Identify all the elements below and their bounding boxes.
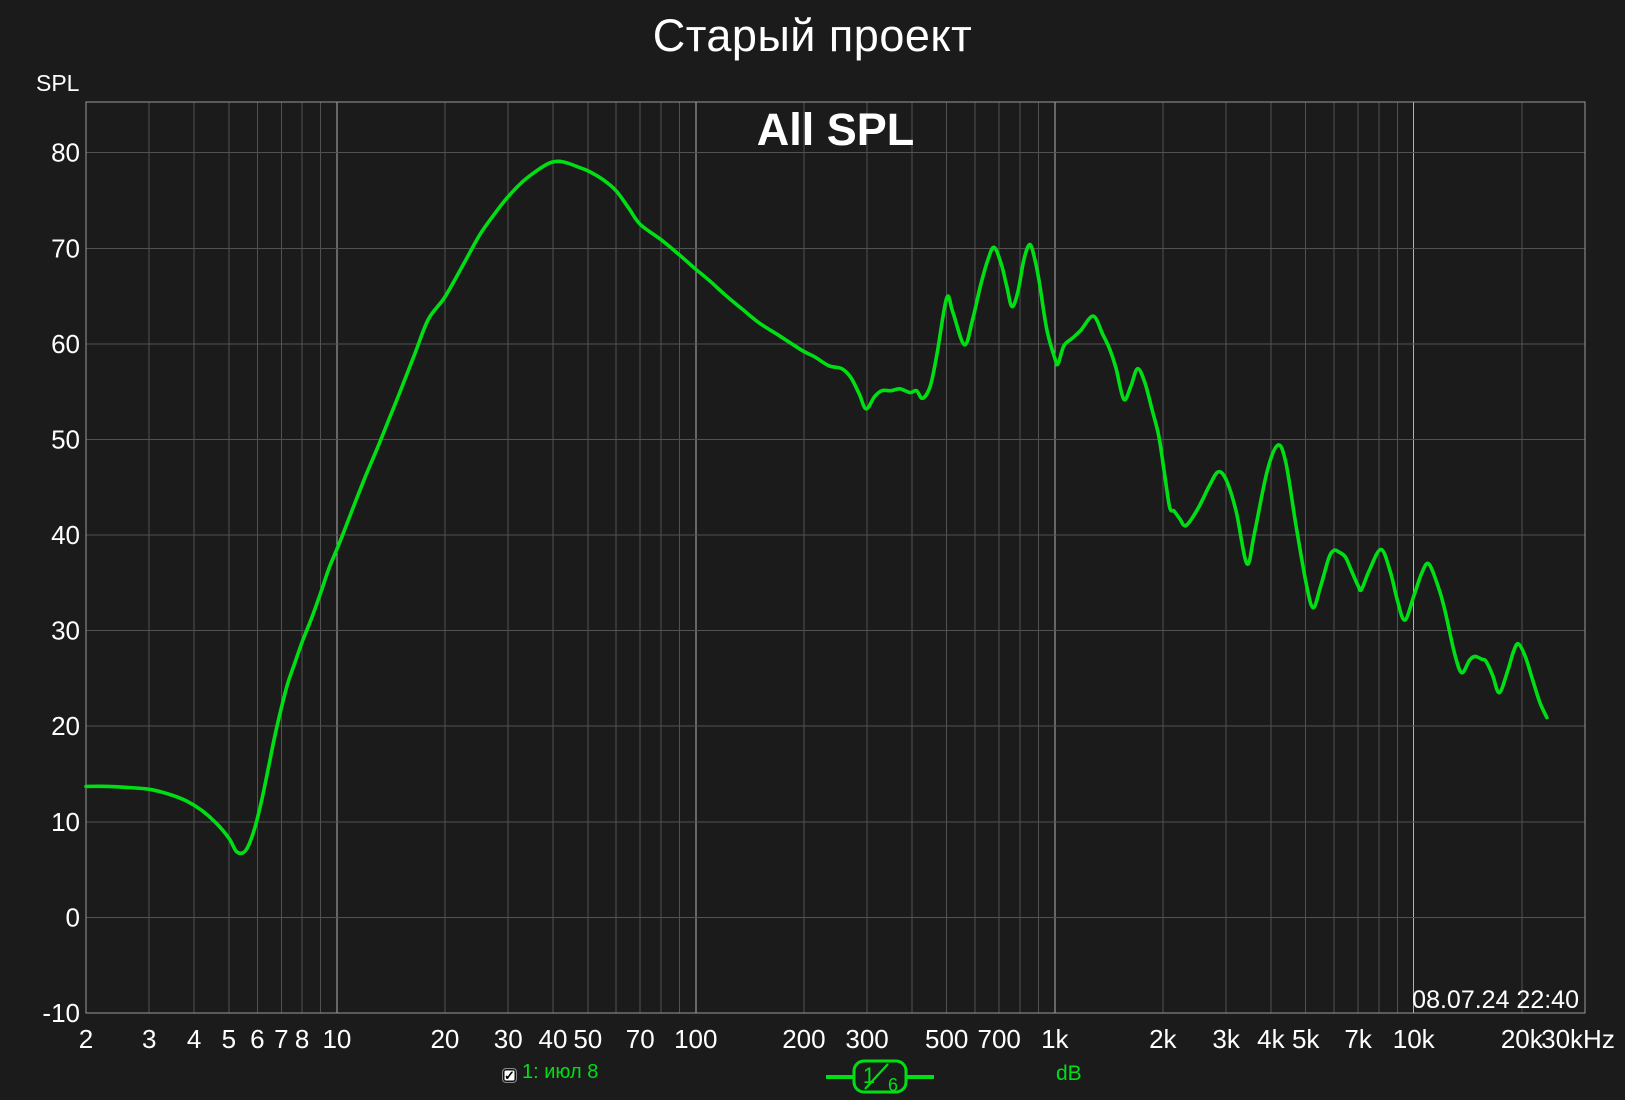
x-tick-label: 6	[250, 1024, 264, 1054]
x-tick-label: 10	[322, 1024, 351, 1054]
smoothing-denominator: 6	[888, 1075, 898, 1095]
x-tick-label: 7	[274, 1024, 288, 1054]
fraction-slash-icon	[864, 1063, 889, 1090]
x-tick-label: 20k	[1501, 1024, 1544, 1054]
x-tick-label: 70	[626, 1024, 655, 1054]
y-tick-label: 60	[51, 329, 80, 359]
x-tick-label: 300	[845, 1024, 888, 1054]
x-tick-label: 5k	[1292, 1024, 1320, 1054]
y-tick-label: 80	[51, 138, 80, 168]
x-tick-label: 2	[79, 1024, 93, 1054]
x-tick-label: 500	[925, 1024, 968, 1054]
measurement-timestamp: 08.07.24 22:40	[1412, 986, 1579, 1014]
y-tick-label: 20	[51, 711, 80, 741]
x-tick-label: 1k	[1041, 1024, 1069, 1054]
y-tick-label: 70	[51, 233, 80, 263]
project-title: Старый проект	[652, 10, 973, 61]
x-tick-label: 200	[782, 1024, 825, 1054]
y-tick-label: 50	[51, 424, 80, 454]
x-tick-label: 30	[494, 1024, 523, 1054]
smoothing-control[interactable]: 1 6	[824, 1058, 936, 1096]
x-tick-label: 700	[978, 1024, 1021, 1054]
x-tick-label: 4k	[1257, 1024, 1285, 1054]
x-tick-label: 30kHz	[1541, 1024, 1615, 1054]
x-tick-label: 3	[142, 1024, 156, 1054]
x-tick-label: 20	[430, 1024, 459, 1054]
unit-label: dB	[1056, 1062, 1082, 1085]
trace-legend-label[interactable]: 1: июл 8	[522, 1061, 599, 1083]
x-tick-label: 4	[187, 1024, 201, 1054]
smoothing-box	[852, 1059, 908, 1094]
graph-title: All SPL	[756, 104, 915, 155]
y-tick-label: 0	[66, 902, 80, 932]
plot-border	[85, 101, 1586, 1014]
x-tick-label: 2k	[1149, 1024, 1177, 1054]
x-tick-label: 5	[222, 1024, 236, 1054]
x-tick-label: 7k	[1344, 1024, 1372, 1054]
spl-trace	[84, 159, 1549, 856]
y-tick-label: 10	[51, 807, 80, 837]
x-tick-label: 8	[295, 1024, 309, 1054]
x-tick-label: 40	[539, 1024, 568, 1054]
smoothing-numerator: 1	[863, 1063, 875, 1088]
x-tick-label: 50	[573, 1024, 602, 1054]
y-tick-label: 30	[51, 616, 80, 646]
checkmark-icon: ✓	[504, 1067, 515, 1083]
x-tick-label: 10k	[1393, 1024, 1436, 1054]
y-tick-label: -10	[42, 998, 80, 1028]
y-tick-label: 40	[51, 520, 80, 550]
x-tick-label: 3k	[1212, 1024, 1240, 1054]
x-tick-label: 100	[674, 1024, 717, 1054]
spl-axis-label: SPL	[36, 70, 80, 96]
trace-checkbox[interactable]: ✓	[503, 1069, 516, 1082]
